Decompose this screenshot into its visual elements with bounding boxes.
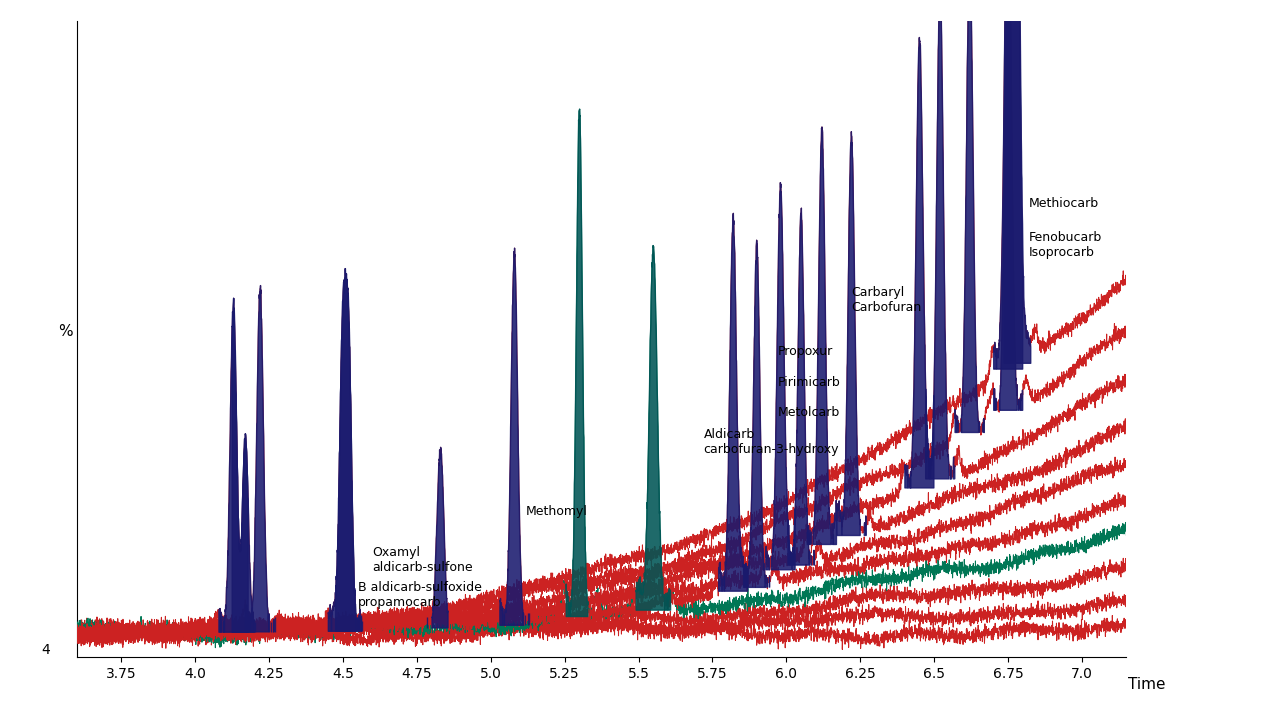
Text: Methomyl: Methomyl: [526, 505, 588, 518]
Y-axis label: %: %: [59, 324, 73, 339]
Text: Aldicarb
carbofuran-3-hydroxy: Aldicarb carbofuran-3-hydroxy: [704, 428, 840, 456]
Text: Propoxur: Propoxur: [777, 345, 833, 358]
Text: Oxamyl
aldicarb-sulfone: Oxamyl aldicarb-sulfone: [372, 545, 474, 573]
Text: Metolcarb: Metolcarb: [777, 406, 840, 419]
Text: Carbaryl
Carbofuran: Carbaryl Carbofuran: [851, 286, 922, 314]
Text: 4: 4: [42, 643, 50, 657]
Text: Methiocarb: Methiocarb: [1029, 196, 1100, 210]
Text: Pirimicarb: Pirimicarb: [777, 376, 840, 388]
Text: Fenobucarb
Isoprocarb: Fenobucarb Isoprocarb: [1029, 231, 1102, 259]
Text: Time: Time: [1129, 677, 1166, 692]
Text: B aldicarb-sulfoxide
propamocarb: B aldicarb-sulfoxide propamocarb: [357, 580, 481, 609]
